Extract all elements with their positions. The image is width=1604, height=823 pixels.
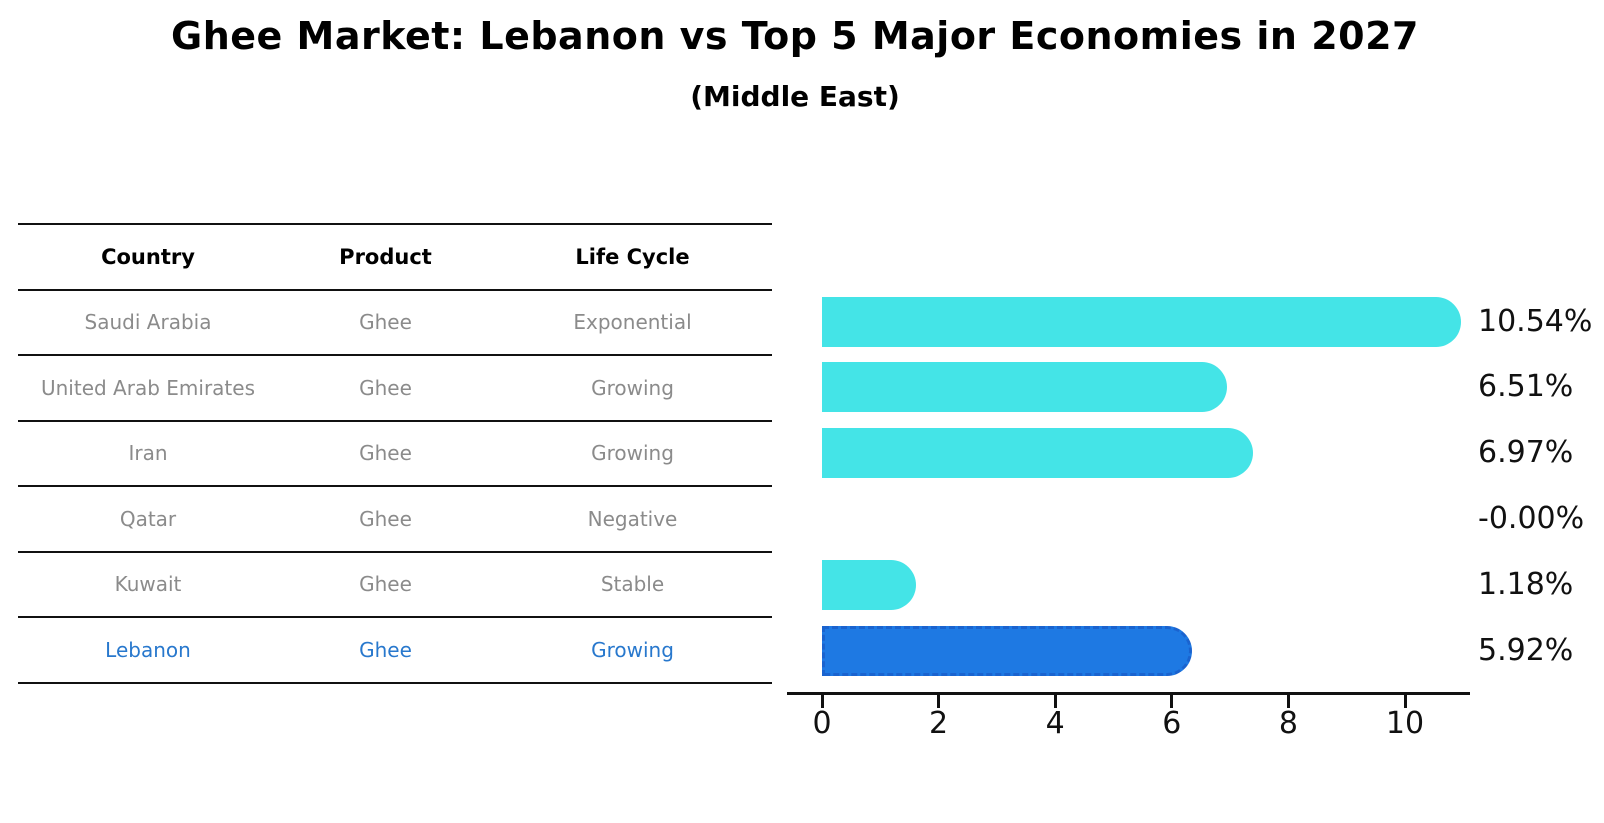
bar-lebanon: [822, 626, 1193, 676]
table-cell-product: Ghee: [359, 310, 412, 335]
bar-united-arab-emirates: [822, 362, 1227, 412]
table-cell-life-cycle: Growing: [591, 441, 674, 466]
x-axis-tick-mark: [1286, 695, 1290, 708]
table-cell-product: Ghee: [359, 441, 412, 466]
column-header-life-cycle: Life Cycle: [575, 244, 690, 269]
table-cell-country: Saudi Arabia: [84, 310, 212, 335]
bar-saudi-arabia: [822, 297, 1462, 347]
bar-value-label: -0.00%: [1478, 501, 1585, 536]
table-row: Kuwait Ghee Stable: [18, 553, 772, 618]
table-cell-country: Iran: [128, 441, 168, 466]
bar-value-label: 1.18%: [1478, 567, 1574, 602]
x-axis-tick-mark: [1403, 695, 1407, 708]
table-row: United Arab Emirates Ghee Growing: [18, 356, 772, 422]
table-cell-life-cycle: Growing: [591, 375, 674, 400]
table-cell-country: Lebanon: [105, 637, 191, 662]
table-row: Lebanon Ghee Growing: [18, 618, 772, 684]
table-row: Qatar Ghee Negative: [18, 487, 772, 553]
bar-value-label: 6.51%: [1478, 369, 1574, 404]
chart-title: Ghee Market: Lebanon vs Top 5 Major Econ…: [171, 14, 1419, 58]
country-table: Country Product Life Cycle Saudi Arabia G…: [18, 223, 772, 684]
table-header-row: Country Product Life Cycle: [18, 225, 772, 291]
table-cell-product: Ghee: [359, 506, 412, 531]
table-cell-country: Qatar: [119, 506, 177, 531]
column-header-country: Country: [101, 244, 195, 269]
table-body: Saudi Arabia Ghee Exponential United Arab E…: [18, 291, 772, 684]
column-header-product: Product: [339, 244, 432, 269]
bar-kuwait: [822, 560, 916, 610]
table-row: Saudi Arabia Ghee Exponential: [18, 291, 772, 356]
table-cell-life-cycle: Stable: [600, 572, 665, 597]
x-axis-tick-label: 0: [812, 706, 832, 741]
table-cell-country: Kuwait: [114, 572, 182, 597]
x-axis-tick-mark: [1053, 695, 1057, 708]
x-axis-tick-label: 8: [1278, 706, 1298, 741]
table-row: Iran Ghee Growing: [18, 422, 772, 487]
x-axis-tick-mark: [820, 695, 824, 708]
bar-value-label: 10.54%: [1478, 304, 1593, 339]
x-axis-tick-label: 6: [1162, 706, 1182, 741]
x-axis-tick-label: 4: [1045, 706, 1065, 741]
chart-subtitle: (Middle East): [690, 80, 900, 113]
table-cell-product: Ghee: [359, 572, 412, 597]
x-axis-tick-label: 2: [929, 706, 949, 741]
bar-value-label: 6.97%: [1478, 435, 1574, 470]
table-cell-product: Ghee: [359, 375, 412, 400]
table-cell-life-cycle: Exponential: [573, 310, 692, 335]
bar-iran: [822, 428, 1254, 478]
x-axis-tick-label: 10: [1385, 706, 1425, 741]
table-cell-country: United Arab Emirates: [40, 375, 255, 400]
x-axis-tick-mark: [1170, 695, 1174, 708]
table-cell-product: Ghee: [359, 637, 412, 662]
x-axis-tick-mark: [937, 695, 941, 708]
bar-value-label: 5.92%: [1478, 633, 1574, 668]
table-cell-life-cycle: Growing: [591, 637, 674, 662]
x-axis-line: [787, 692, 1470, 695]
table-cell-life-cycle: Negative: [587, 506, 678, 531]
